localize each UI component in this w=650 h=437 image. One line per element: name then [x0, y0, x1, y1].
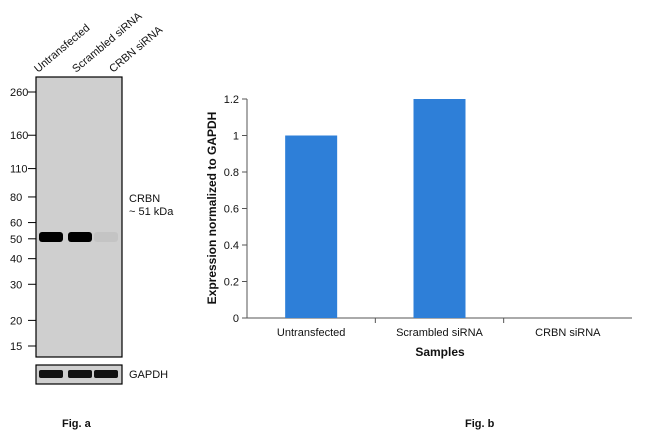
bars	[285, 99, 466, 318]
mw-marker-label: 260	[10, 87, 28, 99]
band-label-crbn: CRBN	[129, 193, 160, 205]
y-tick-label: 1	[233, 131, 239, 143]
band-label-size: ~ 51 kDa	[129, 206, 174, 218]
mw-marker-label: 15	[10, 341, 22, 353]
y-tick-label: 0.4	[224, 240, 239, 252]
crbn-band	[39, 232, 63, 243]
mw-marker-label: 40	[10, 254, 22, 266]
mw-marker-label: 60	[10, 218, 22, 230]
y-tick-label: 0	[233, 313, 239, 325]
mw-marker-label: 110	[10, 164, 28, 176]
gapdh-band-group	[39, 370, 118, 378]
y-tick-label: 0.6	[224, 204, 239, 216]
y-tick-label: 0.2	[224, 277, 239, 289]
y-axis-title: Expression normalized to GAPDH	[205, 112, 219, 305]
y-axis: 0 0.2 0.4 0.6 0.8 1 1.2	[224, 94, 248, 325]
blot-membrane	[35, 76, 123, 358]
band-group	[39, 232, 118, 243]
x-tick-label: Untransfected	[277, 327, 345, 339]
x-axis-title: Samples	[415, 345, 465, 359]
gapdh-band	[68, 370, 92, 378]
x-tick-label: CRBN siRNA	[535, 327, 601, 339]
fig-a-label: Fig. a	[62, 418, 92, 430]
bar	[413, 99, 466, 318]
y-tick-label: 1.2	[224, 94, 239, 106]
y-tick-label: 0.8	[224, 167, 239, 179]
mw-marker-label: 80	[10, 192, 22, 204]
mw-marker-group: 260 160 110 80 60 50 40 30 20 15	[10, 87, 36, 353]
mw-marker-label: 50	[10, 234, 22, 246]
gapdh-band	[39, 370, 63, 378]
gapdh-band	[94, 370, 118, 378]
mw-marker-label: 20	[10, 315, 22, 327]
crbn-band	[68, 232, 92, 243]
mw-marker-label: 160	[10, 130, 28, 142]
crbn-band	[94, 232, 118, 243]
bar	[285, 135, 338, 318]
western-blot-panel: Untransfected Scrambled siRNA CRBN siRNA…	[10, 10, 174, 430]
mw-marker-label: 30	[10, 279, 22, 291]
bar-chart-panel: Expression normalized to GAPDH 0 0.2 0.4 0.…	[205, 94, 632, 430]
fig-b-label: Fig. b	[465, 418, 495, 430]
x-tick-labels: Untransfected Scrambled siRNA CRBN siRNA	[277, 318, 601, 339]
x-tick-label: Scrambled siRNA	[396, 327, 483, 339]
gapdh-label: GAPDH	[129, 369, 168, 381]
